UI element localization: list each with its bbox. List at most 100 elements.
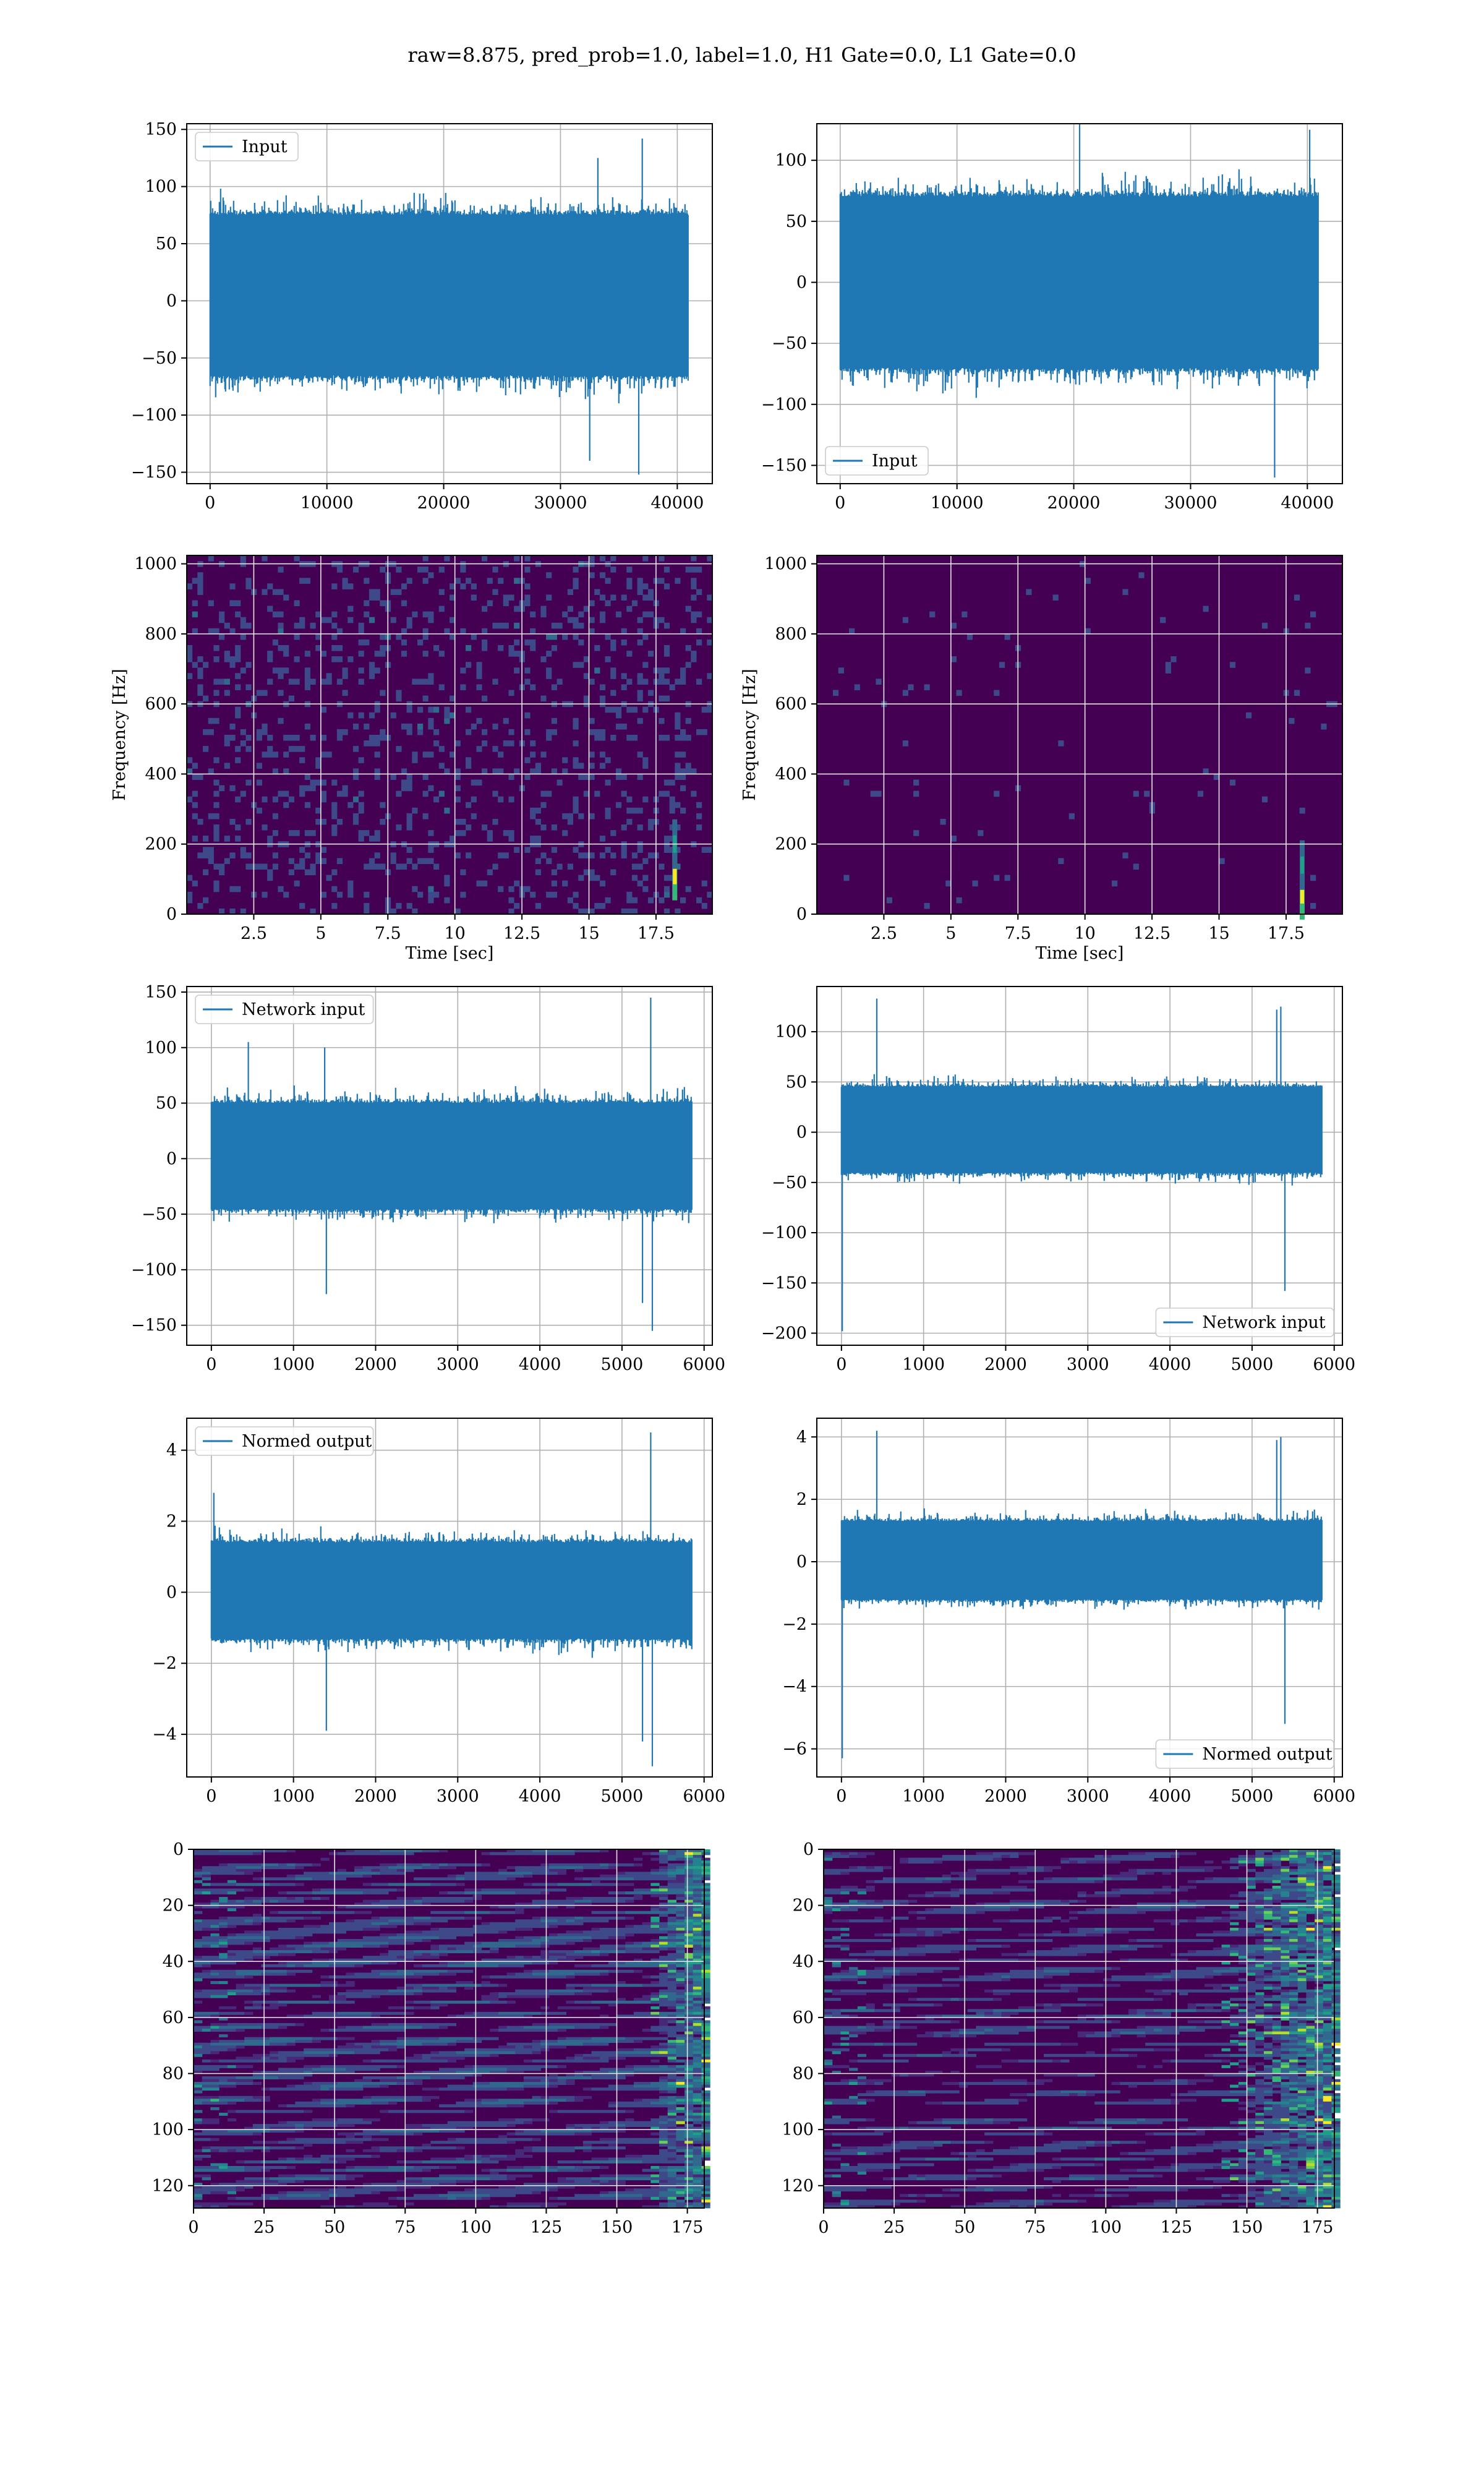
heatmap-cell (524, 639, 531, 646)
heatmap-cell (227, 1908, 237, 1912)
heatmap-cell (594, 667, 600, 674)
heatmap-cell (599, 617, 606, 623)
heatmap-cell (213, 656, 220, 662)
heatmap-cell (503, 830, 509, 836)
heatmap-cell (523, 2079, 533, 2082)
heatmap-cell (197, 583, 203, 589)
heatmap-cell (667, 1961, 676, 1965)
heatmap-cell (659, 2017, 668, 2021)
heatmap-cell (295, 1950, 304, 1953)
heatmap-cell (422, 2040, 431, 2043)
heatmap-cell (304, 2084, 313, 2088)
heatmap-cell (642, 2084, 651, 2088)
heatmap-cell (380, 1919, 389, 1923)
heatmap-cell (647, 611, 654, 618)
heatmap-cell (252, 2037, 262, 2040)
heatmap-cell (600, 1863, 609, 1867)
heatmap-cell (202, 1995, 211, 1998)
heatmap-cell (701, 1941, 710, 1945)
heatmap-cell (272, 796, 278, 803)
heatmap-cell (422, 1989, 431, 1993)
heatmap-cell (582, 2160, 592, 2164)
heatmap-cell (278, 1891, 288, 1894)
heatmap-cell (591, 2076, 600, 2079)
heatmap-cell (506, 2068, 516, 2071)
heatmap-cell (591, 1933, 600, 1937)
heatmap-cell (642, 1891, 651, 1894)
heatmap-cell (329, 2104, 338, 2108)
heatmap-cell (540, 1925, 550, 1928)
heatmap-cell (371, 1872, 380, 1875)
heatmap-cell (244, 2129, 254, 2133)
heatmap-cell (693, 1927, 702, 1931)
heatmap-cell (295, 2073, 304, 2077)
heatmap-cell (396, 902, 402, 909)
y-tick-label: −2 (152, 1654, 177, 1673)
heatmap-cell (422, 1987, 431, 1990)
heatmap-cell (663, 651, 670, 657)
heatmap-cell (608, 2076, 618, 2079)
heatmap-cell (430, 1897, 440, 1900)
heatmap-cell (600, 1927, 609, 1931)
heatmap-cell (278, 1969, 288, 1973)
heatmap-cell (304, 1947, 313, 1951)
heatmap-cell (693, 1925, 702, 1928)
heatmap-cell (380, 567, 386, 573)
heatmap-cell (633, 1894, 643, 1898)
heatmap-cell (371, 2014, 380, 2018)
heatmap-cell (626, 807, 633, 814)
heatmap-cell (676, 2110, 685, 2113)
heatmap-cell (362, 1891, 372, 1894)
heatmap-cell (574, 2026, 584, 2029)
heatmap-cell (430, 1964, 440, 1967)
heatmap-cell (600, 2040, 609, 2043)
heatmap-cell (566, 2126, 575, 2130)
heatmap-cell (235, 836, 241, 842)
y-tick-label: 50 (156, 1094, 177, 1113)
heatmap-cell (354, 2048, 364, 2052)
heatmap-cell (219, 1897, 228, 1900)
heatmap-cell (549, 2129, 558, 2133)
x-tick-label: 40000 (650, 494, 704, 513)
heatmap-cell (599, 594, 606, 601)
heatmap-cell (481, 2099, 490, 2102)
heatmap-cell (270, 1911, 279, 1914)
heatmap-cell (236, 1953, 245, 1956)
heatmap-cell (460, 891, 466, 898)
heatmap-cell (380, 2022, 389, 2026)
heatmap-cell (270, 2042, 279, 2046)
heatmap-cell (439, 2073, 448, 2077)
heatmap-cell (633, 2121, 643, 2125)
heatmap-cell (244, 1883, 254, 1886)
heatmap-cell (270, 1899, 279, 1903)
heatmap-cell (227, 1899, 237, 1903)
heatmap-cell (396, 824, 402, 831)
heatmap-cell (574, 1984, 584, 1987)
heatmap-cell (244, 2059, 254, 2063)
heatmap-cell (693, 2132, 702, 2136)
heatmap-cell (669, 684, 675, 690)
heatmap-cell (447, 2071, 456, 2074)
heatmap-cell (388, 1989, 398, 1993)
heatmap-cell (401, 779, 407, 786)
heatmap-cell (354, 1888, 364, 1892)
heatmap-cell (551, 891, 557, 898)
heatmap-cell (642, 2141, 651, 2144)
heatmap-cell (642, 2157, 651, 2161)
heatmap-cell (414, 2073, 423, 2077)
heatmap-cell (227, 2149, 237, 2152)
heatmap-cell (676, 1978, 685, 1982)
heatmap-cell (663, 667, 670, 674)
heatmap-cell (600, 1984, 609, 1987)
heatmap-cell (676, 2020, 685, 2024)
heatmap-cell (261, 1849, 270, 1852)
heatmap-cell (626, 796, 633, 803)
heatmap-cell (456, 2160, 465, 2164)
heatmap-cell (633, 1984, 643, 1987)
heatmap-cell (616, 1950, 626, 1953)
heatmap-cell (566, 1989, 575, 1993)
heatmap-cell (337, 1927, 346, 1931)
heatmap-cell (659, 2101, 668, 2105)
heatmap-cell (616, 2124, 626, 2127)
heatmap-cell (600, 1849, 609, 1852)
